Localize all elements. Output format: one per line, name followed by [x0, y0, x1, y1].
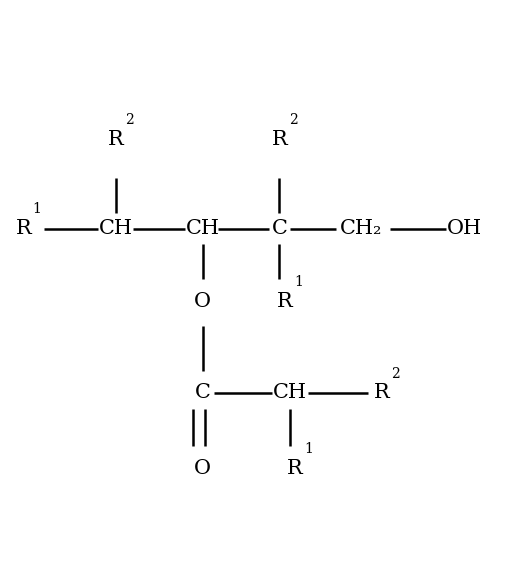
- Text: R: R: [287, 459, 303, 478]
- Text: 2: 2: [391, 367, 400, 381]
- Text: R: R: [374, 383, 390, 403]
- Text: CH₂: CH₂: [340, 219, 383, 238]
- Text: OH: OH: [447, 219, 482, 238]
- Text: CH: CH: [98, 219, 133, 238]
- Text: CH: CH: [273, 383, 307, 403]
- Text: O: O: [194, 459, 211, 478]
- Text: 2: 2: [125, 113, 134, 127]
- Text: 1: 1: [294, 275, 303, 289]
- Text: R: R: [271, 130, 287, 149]
- Text: R: R: [277, 292, 293, 311]
- Text: C: C: [195, 383, 211, 403]
- Text: R: R: [108, 130, 123, 149]
- Text: R: R: [16, 219, 31, 238]
- Text: 1: 1: [304, 442, 313, 456]
- Text: C: C: [271, 219, 287, 238]
- Text: 2: 2: [289, 113, 297, 127]
- Text: O: O: [194, 292, 211, 311]
- Text: CH: CH: [185, 219, 220, 238]
- Text: 1: 1: [33, 202, 41, 216]
